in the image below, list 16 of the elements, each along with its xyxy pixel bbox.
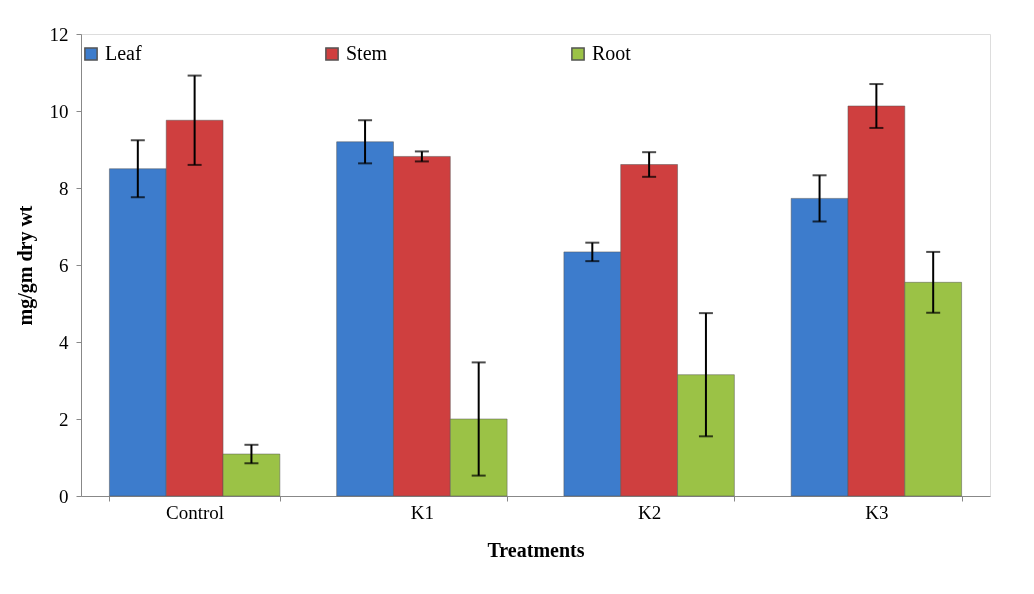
y-tick-label: 10 xyxy=(49,100,69,122)
y-tick-label: 8 xyxy=(59,177,69,199)
legend-label: Root xyxy=(592,42,632,64)
y-tick-label: 0 xyxy=(59,485,69,507)
y-axis-title: mg/gm dry wt xyxy=(13,205,37,326)
x-tick-label: K2 xyxy=(638,501,662,523)
x-tick-label: K1 xyxy=(410,501,434,523)
legend-label: Leaf xyxy=(105,42,142,64)
x-tick-label: K3 xyxy=(865,501,889,523)
x-axis-title: Treatments xyxy=(487,538,585,561)
y-tick-label: 4 xyxy=(59,331,69,353)
y-tick-label: 12 xyxy=(49,23,69,45)
x-tick-label: Control xyxy=(166,501,225,523)
y-tick-label: 6 xyxy=(59,254,69,276)
legend-label: Stem xyxy=(346,42,388,64)
y-tick-label: 2 xyxy=(59,408,69,430)
